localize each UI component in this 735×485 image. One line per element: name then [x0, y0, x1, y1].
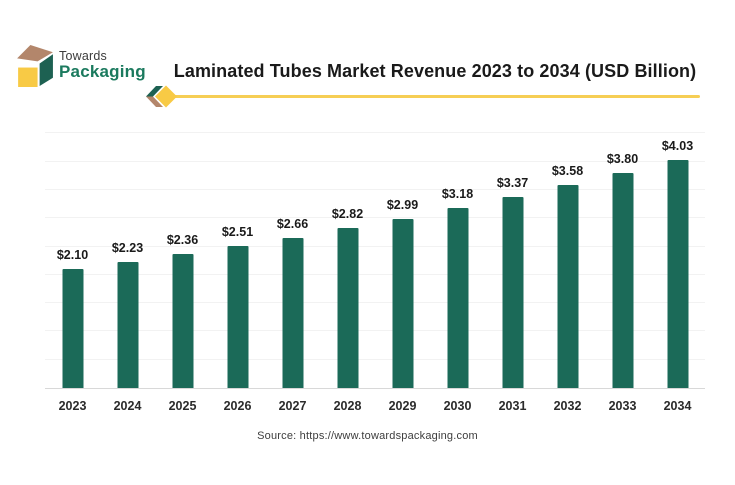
bar-2030	[447, 208, 468, 388]
gridline	[45, 160, 705, 162]
x-tick-label-2033: 2033	[608, 399, 637, 413]
brand-name: Towards Packaging	[59, 49, 146, 82]
bar-value-label-2033: $3.80	[606, 152, 639, 166]
x-tick-label-2027: 2027	[278, 399, 307, 413]
x-tick-label-2024: 2024	[113, 399, 142, 413]
x-tick-label-2034: 2034	[663, 399, 692, 413]
bar-2032	[557, 185, 578, 388]
bar-value-label-2026: $2.51	[221, 225, 254, 239]
bar-2033	[612, 173, 633, 388]
brand-logo: Towards Packaging	[16, 44, 146, 87]
x-tick-label-2026: 2026	[223, 399, 252, 413]
bar-value-label-2030: $3.18	[441, 187, 474, 202]
source-text: Source: https://www.towardspackaging.com	[257, 430, 478, 442]
bar-slot-2030: $3.18 2030	[430, 130, 485, 413]
gridline	[45, 330, 705, 332]
x-tick-label-2029: 2029	[388, 399, 417, 413]
x-tick-label-2028: 2028	[333, 399, 362, 413]
diamond-arrow-icon	[146, 85, 177, 108]
bar-2026	[227, 246, 248, 388]
bar-slot-2033: $3.80 2033	[595, 130, 650, 413]
bar-slot-2032: $3.58 2032	[540, 130, 595, 413]
gridline	[45, 302, 705, 304]
bar-2028	[337, 228, 358, 388]
bar-slot-2028: $2.82 2028	[320, 130, 375, 413]
gridline	[45, 132, 705, 134]
x-tick-label-2030: 2030	[443, 399, 472, 413]
bar-2024	[117, 261, 138, 388]
bar-value-label-2024: $2.23	[111, 240, 144, 255]
gridline	[45, 273, 705, 275]
bar-value-label-2031: $3.37	[496, 176, 529, 191]
bar-slot-2024: $2.23 2024	[100, 130, 155, 413]
gridline	[45, 358, 705, 360]
bar-slot-2023: $2.10 2023	[45, 130, 100, 413]
x-tick-label-2023: 2023	[58, 399, 87, 413]
brand-cube-icon	[17, 45, 53, 87]
bar-slot-2025: $2.36 2025	[155, 130, 210, 413]
bar-2034	[667, 160, 688, 388]
bar-2023	[62, 269, 83, 388]
bar-slot-2031: $3.37 2031	[485, 130, 540, 413]
plot-area: $2.10 2023 $2.23 2024 $2.36 2025 $2.51 2026 $2.6…	[45, 130, 705, 414]
bar-2027	[282, 237, 303, 388]
gridline	[45, 217, 705, 219]
bar-slot-2034: $4.03 2034	[650, 130, 705, 413]
brand-name-line2: Packaging	[59, 62, 146, 82]
bar-value-label-2032: $3.58	[551, 164, 584, 179]
x-tick-label-2025: 2025	[168, 399, 197, 413]
brand-name-line1: Towards	[59, 49, 107, 64]
gridline	[45, 245, 705, 247]
bar-value-label-2027: $2.66	[276, 216, 309, 231]
x-tick-label-2032: 2032	[553, 399, 582, 413]
bar-value-label-2028: $2.82	[331, 207, 364, 222]
bar-2031	[502, 197, 523, 388]
bar-value-label-2025: $2.36	[166, 233, 199, 248]
bar-slot-2026: $2.51 2026	[210, 130, 265, 413]
bar-2025	[172, 254, 193, 388]
bar-value-label-2029: $2.99	[386, 197, 419, 212]
bar-value-label-2034: $4.03	[661, 139, 694, 153]
bar-slot-2027: $2.66 2027	[265, 130, 320, 414]
gridline	[45, 188, 705, 190]
page-title: Laminated Tubes Market Revenue 2023 to 2…	[173, 61, 697, 81]
bar-series: $2.10 2023 $2.23 2024 $2.36 2025 $2.51 2026 $2.6…	[45, 130, 705, 414]
x-tick-label-2031: 2031	[498, 399, 527, 413]
bar-2029	[392, 218, 413, 388]
bar-value-label-2023: $2.10	[56, 248, 89, 263]
title-underline	[170, 95, 700, 98]
bar-slot-2029: $2.99 2029	[375, 130, 430, 413]
